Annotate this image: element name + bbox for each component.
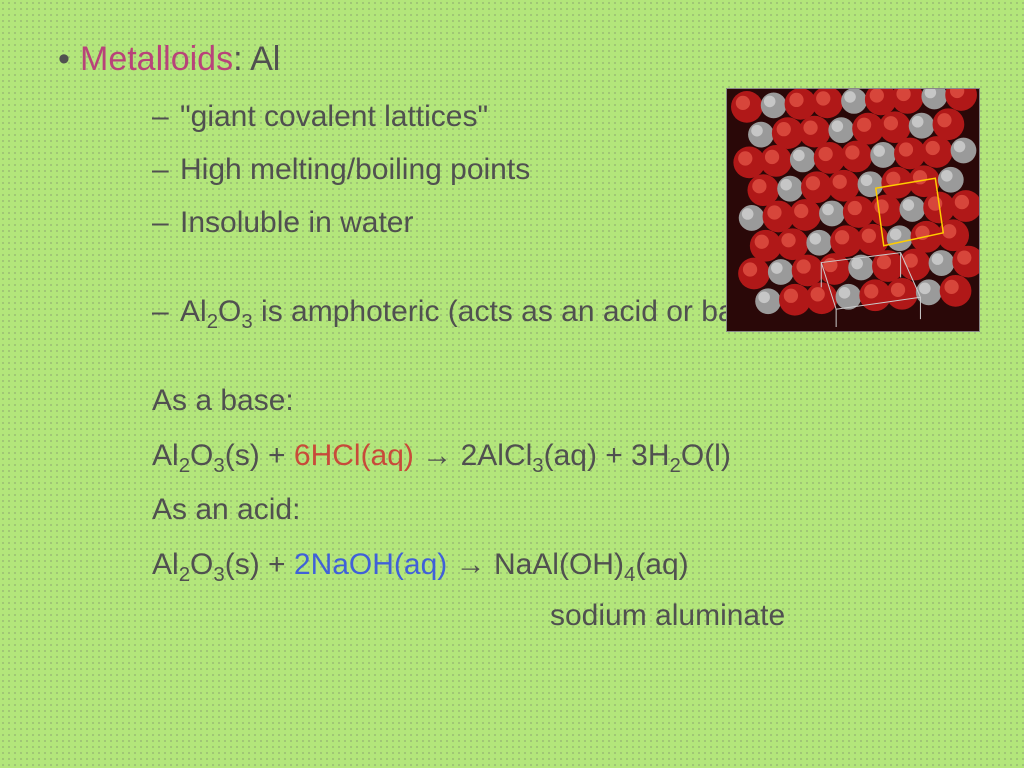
eq2-s2: 3 bbox=[213, 564, 224, 586]
eq1-p3: (s) + bbox=[225, 439, 294, 472]
title-rest: : Al bbox=[233, 40, 280, 78]
eq1-p1: Al bbox=[152, 439, 179, 472]
amph-s2: 3 bbox=[241, 311, 252, 333]
eq2-blue: 2NaOH(aq) bbox=[294, 548, 447, 581]
eq1-s1: 2 bbox=[179, 455, 190, 477]
eq1-p6: O(l) bbox=[681, 439, 731, 472]
eq1-p4: → 2AlCl bbox=[414, 439, 532, 472]
product-name: sodium aluminate bbox=[50, 599, 974, 633]
amph-rest: is amphoteric (acts as an acid or base) bbox=[253, 295, 777, 328]
equation-acid: Al2O3(s) + 2NaOH(aq) → NaAl(OH)4(aq) bbox=[50, 545, 974, 586]
eq2-p1: Al bbox=[152, 548, 179, 581]
eq2-s3: 4 bbox=[624, 564, 635, 586]
amph-o: O bbox=[218, 295, 241, 328]
amph-s1: 2 bbox=[207, 311, 218, 333]
crystal-svg bbox=[727, 89, 979, 331]
crystal-structure-image bbox=[726, 88, 980, 332]
eq1-s4: 2 bbox=[670, 455, 681, 477]
title-highlight: Metalloids bbox=[80, 40, 233, 78]
eq1-s2: 3 bbox=[213, 455, 224, 477]
eq2-p5: (aq) bbox=[635, 548, 688, 581]
eq2-s1: 2 bbox=[179, 564, 190, 586]
eq2-p2: O bbox=[190, 548, 213, 581]
eq1-p5: (aq) + 3H bbox=[544, 439, 670, 472]
eq2-p4: → NaAl(OH) bbox=[447, 548, 624, 581]
base-label: As a base: bbox=[50, 381, 974, 422]
eq1-p2: O bbox=[190, 439, 213, 472]
eq1-s3: 3 bbox=[532, 455, 543, 477]
equation-base: Al2O3(s) + 6HCl(aq) → 2AlCl3(aq) + 3H2O(… bbox=[50, 436, 974, 477]
main-bullet: Metalloids: Al bbox=[50, 40, 974, 79]
acid-label: As an acid: bbox=[50, 490, 974, 531]
eq1-red: 6HCl(aq) bbox=[294, 439, 414, 472]
eq2-p3: (s) + bbox=[225, 548, 294, 581]
amph-al: Al bbox=[180, 295, 207, 328]
